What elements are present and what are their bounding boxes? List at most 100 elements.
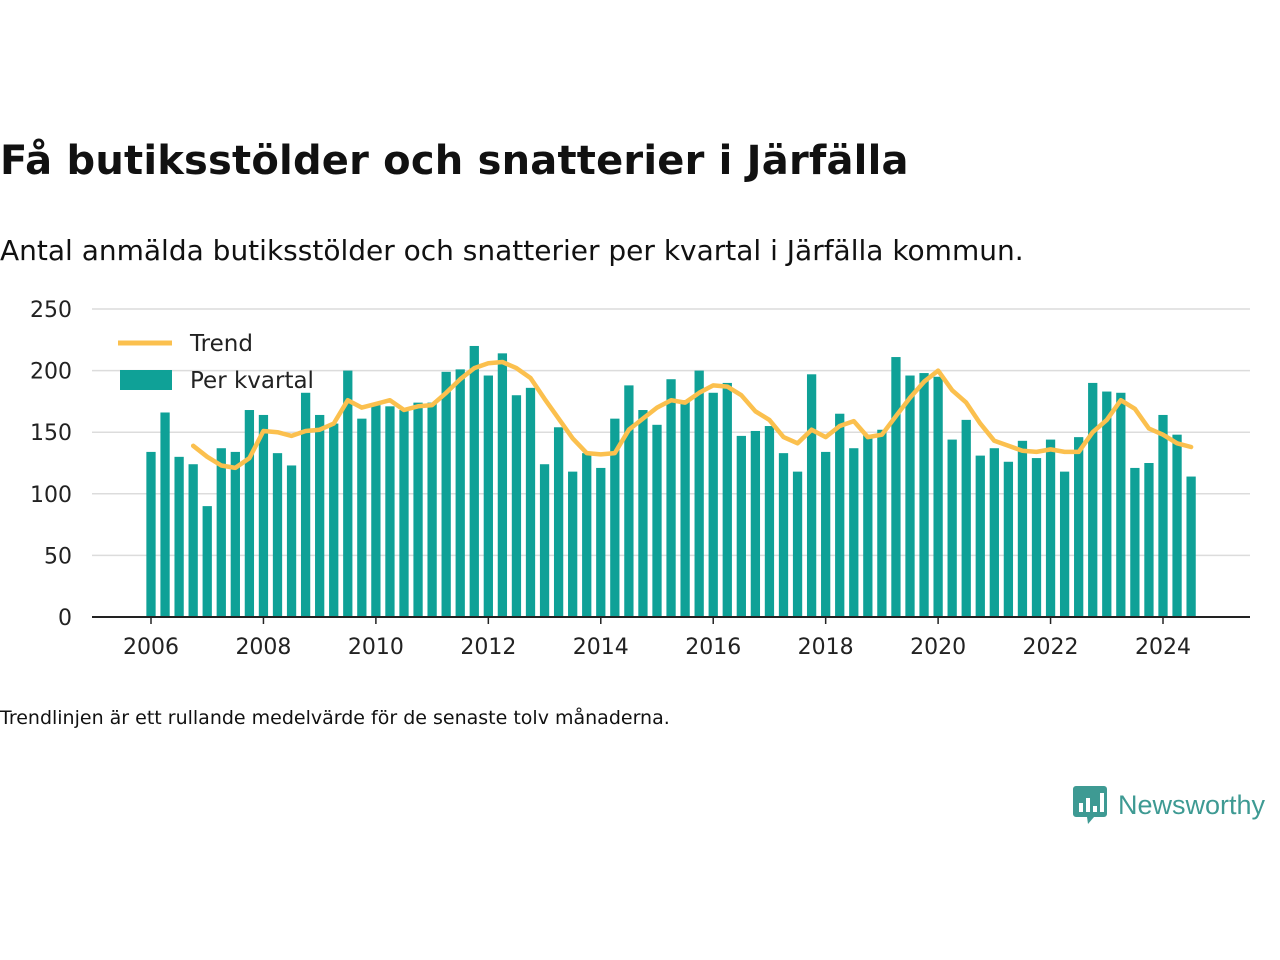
bar	[778, 453, 789, 617]
bar	[455, 369, 465, 617]
bar	[188, 464, 198, 617]
trend-line-layer	[190, 359, 1194, 471]
x-tick-label: 2022	[1023, 635, 1079, 660]
bar	[1186, 476, 1196, 617]
bar	[638, 410, 648, 617]
bar	[933, 376, 943, 617]
bar	[708, 392, 718, 617]
bar	[792, 471, 803, 617]
bar	[919, 373, 929, 617]
bar-line-chart: 0 50 100 150 200 250 2006 2008 2010 2012 2014 2016…	[30, 298, 1250, 660]
x-tick-label: 2010	[348, 635, 404, 660]
bar	[483, 375, 493, 617]
legend: Trend Per kvartal	[118, 331, 314, 394]
bar	[680, 400, 690, 617]
bar	[553, 427, 564, 617]
legend-swatch-per-kvartal	[120, 370, 172, 390]
bar	[1045, 439, 1056, 617]
bar	[511, 395, 522, 617]
bar	[750, 430, 761, 617]
bar	[1102, 391, 1112, 617]
bar	[286, 465, 297, 617]
y-tick-label: 150	[30, 421, 72, 446]
bar	[835, 413, 845, 617]
x-tick-label: 2012	[460, 635, 516, 660]
bar	[399, 410, 409, 617]
x-tick-label: 2016	[685, 635, 741, 660]
y-tick-label: 200	[30, 360, 72, 385]
bar	[329, 423, 339, 617]
trend-line	[190, 359, 1194, 471]
x-tick-label: 2006	[123, 635, 179, 660]
bar	[849, 448, 859, 617]
bar	[525, 387, 536, 617]
bar	[244, 410, 255, 617]
bar	[624, 385, 634, 617]
footnote: Trendlinjen är ett rullande medelvärde f…	[0, 707, 670, 729]
y-axis-ticks: 0 50 100 150 200 250	[30, 298, 72, 631]
legend-label-trend: Trend	[189, 331, 253, 357]
bar	[877, 429, 887, 617]
bar	[315, 414, 325, 617]
legend-label-per-kvartal: Per kvartal	[190, 368, 314, 394]
bar	[821, 451, 831, 617]
bar	[174, 456, 184, 617]
bar	[216, 448, 226, 617]
bar	[258, 414, 269, 617]
x-axis: 2006 2008 2010 2012 2014 2016 2018 2020 2022 2024	[92, 616, 1250, 660]
bar	[1158, 414, 1168, 617]
bar	[272, 453, 283, 617]
chart-title: Få butiksstölder och snatterier i Järfäl…	[0, 138, 909, 184]
bar	[961, 419, 971, 617]
bar	[989, 448, 999, 617]
bar	[652, 424, 662, 617]
x-tick-label: 2020	[910, 635, 966, 660]
bar	[1130, 467, 1140, 617]
chart-bubble-icon	[1073, 786, 1107, 824]
bar	[764, 426, 775, 617]
bar	[905, 375, 915, 617]
x-tick-label: 2014	[573, 635, 629, 660]
y-tick-label: 100	[30, 483, 72, 508]
bar	[1144, 463, 1154, 617]
bar	[427, 402, 437, 617]
bar	[596, 467, 606, 617]
bar	[385, 406, 395, 617]
y-tick-label: 0	[58, 606, 72, 631]
bar	[1003, 461, 1014, 617]
bars-per-kvartal	[146, 345, 1196, 617]
bar	[469, 345, 479, 617]
y-tick-label: 50	[44, 544, 72, 569]
bar	[1074, 437, 1084, 617]
bar	[1088, 382, 1098, 617]
bar	[441, 371, 451, 617]
bar	[891, 357, 901, 617]
bar	[1017, 440, 1028, 617]
brand-name: Newsworthy	[1118, 789, 1266, 820]
bar	[568, 471, 578, 617]
x-tick-label: 2018	[798, 635, 854, 660]
bar	[975, 455, 985, 617]
bar	[582, 453, 592, 617]
bar	[736, 435, 746, 617]
bar	[666, 379, 676, 617]
newsworthy-logo: Newsworthy	[1072, 784, 1265, 826]
bar	[160, 412, 170, 617]
bar	[413, 402, 423, 617]
x-tick-label: 2024	[1135, 635, 1191, 660]
bar	[1116, 392, 1126, 617]
bar	[694, 370, 704, 617]
bar	[300, 392, 311, 617]
bar	[722, 382, 732, 617]
bar	[539, 464, 550, 617]
bar	[1031, 458, 1042, 617]
bar	[863, 434, 873, 617]
chart-subtitle: Antal anmälda butiksstölder och snatteri…	[0, 234, 1024, 267]
bar	[806, 374, 817, 617]
y-tick-label: 250	[30, 298, 72, 323]
bar	[947, 439, 957, 617]
bar	[1172, 434, 1182, 617]
bar	[357, 418, 367, 617]
bar	[343, 370, 353, 617]
bar	[497, 353, 508, 617]
